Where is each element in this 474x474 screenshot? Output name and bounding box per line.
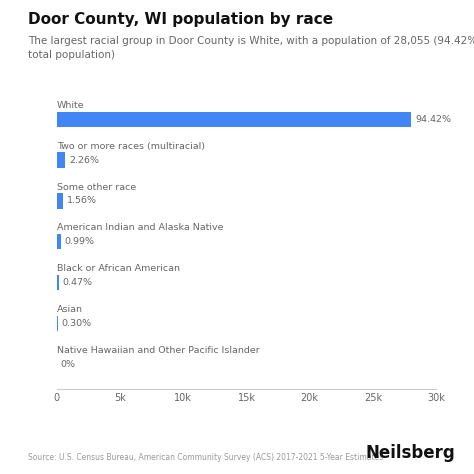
Bar <box>57 275 59 290</box>
Bar <box>57 193 63 209</box>
Text: Asian: Asian <box>57 305 83 314</box>
Bar <box>57 152 65 168</box>
Text: Source: U.S. Census Bureau, American Community Survey (ACS) 2017-2021 5-Year Est: Source: U.S. Census Bureau, American Com… <box>28 453 383 462</box>
Text: Black or African American: Black or African American <box>57 264 180 273</box>
Text: 1.56%: 1.56% <box>66 196 97 205</box>
Bar <box>57 316 58 331</box>
Text: White: White <box>57 101 84 110</box>
Text: American Indian and Alaska Native: American Indian and Alaska Native <box>57 223 223 232</box>
Text: 0%: 0% <box>61 360 76 369</box>
Text: The largest racial group in Door County is White, with a population of 28,055 (9: The largest racial group in Door County … <box>28 36 474 60</box>
Bar <box>57 111 411 127</box>
Text: Native Hawaiian and Other Pacific Islander: Native Hawaiian and Other Pacific Island… <box>57 346 260 355</box>
Text: 94.42%: 94.42% <box>415 115 451 124</box>
Text: 2.26%: 2.26% <box>69 155 99 164</box>
Text: Neilsberg: Neilsberg <box>365 444 455 462</box>
Text: 0.47%: 0.47% <box>63 278 92 287</box>
Text: Some other race: Some other race <box>57 182 136 191</box>
Text: Door County, WI population by race: Door County, WI population by race <box>28 12 334 27</box>
Text: 0.99%: 0.99% <box>64 237 94 246</box>
Text: Two or more races (multiracial): Two or more races (multiracial) <box>57 142 205 151</box>
Bar <box>57 234 61 249</box>
Text: 0.30%: 0.30% <box>62 319 92 328</box>
